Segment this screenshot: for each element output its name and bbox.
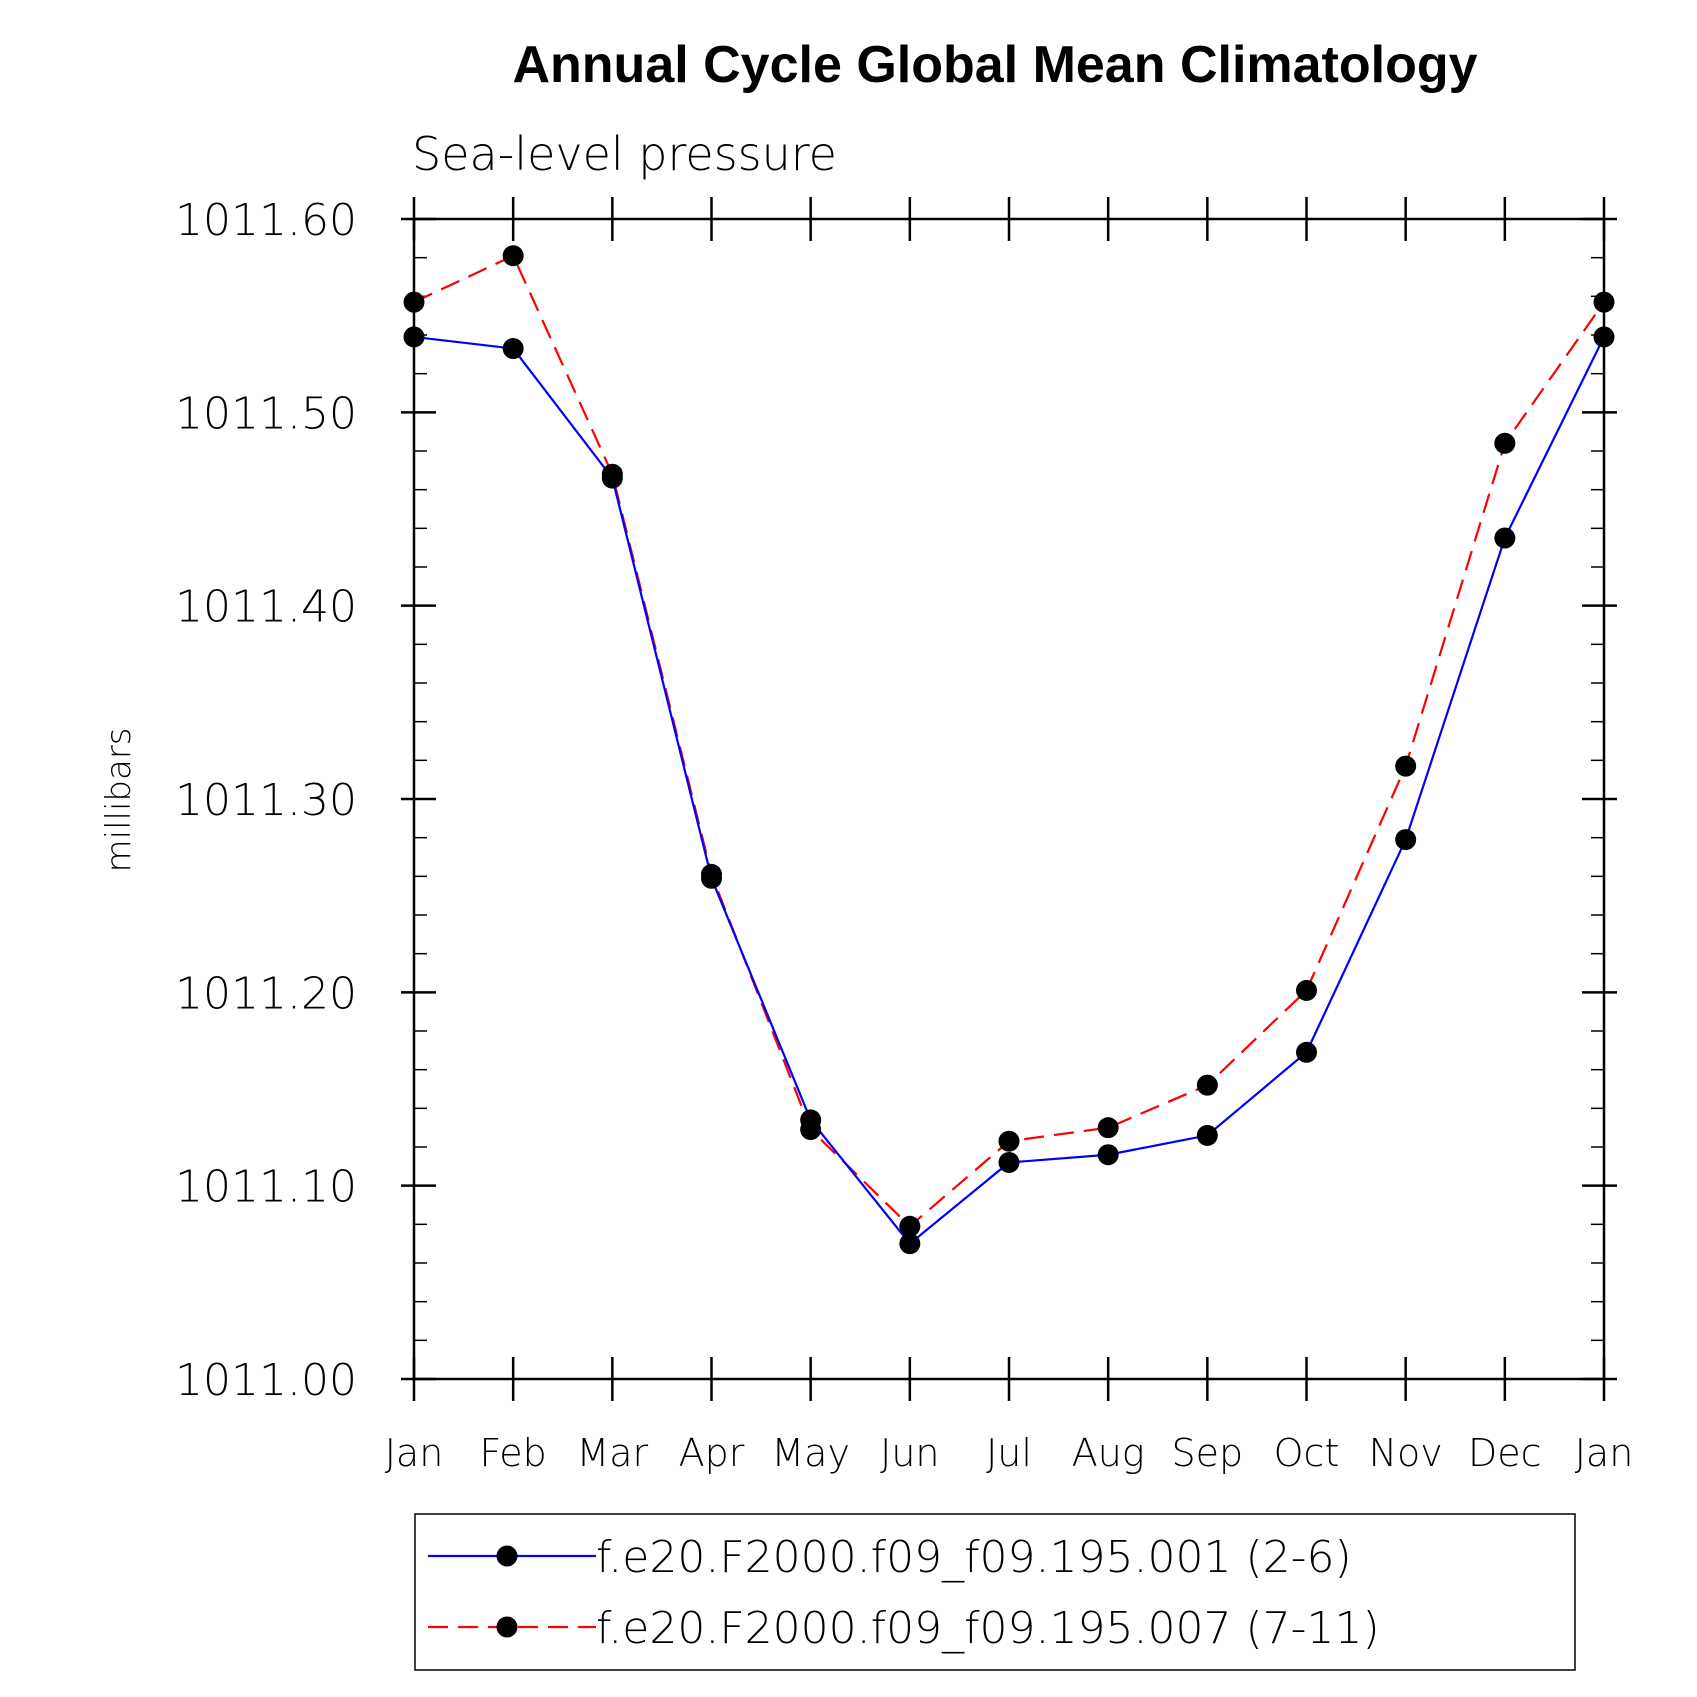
data-point-series-1 [1097, 1144, 1119, 1166]
plot-border [412, 217, 1606, 1381]
data-point-series-1 [998, 1151, 1020, 1173]
y-tick-label: 1011.30 [175, 775, 357, 826]
chart-subtitle: Sea-level pressure [412, 127, 837, 181]
x-tick-label: Apr [679, 1431, 745, 1475]
x-tick-label: May [771, 1431, 850, 1475]
x-tick-label: Jan [1575, 1431, 1634, 1475]
legend-label-1: f.e20.F2000.f09_f09.195.001 (2-6) [596, 1532, 1352, 1583]
y-tick-label: 1011.40 [175, 582, 357, 633]
data-point-series-1 [1395, 829, 1417, 851]
data-point-series-2 [1395, 755, 1417, 777]
y-tick-label: 1011.00 [175, 1355, 357, 1406]
legend: f.e20.F2000.f09_f09.195.001 (2-6) f.e20.F… [414, 1513, 1576, 1671]
series-line-1 [413, 335, 1605, 1246]
data-point-series-1 [1196, 1124, 1218, 1146]
data-point-series-2 [403, 291, 425, 313]
x-tick-label: Dec [1468, 1431, 1542, 1475]
x-tick-label: Jan [385, 1431, 444, 1475]
axis-ticks [401, 197, 1617, 1401]
y-tick-label: 1011.50 [175, 388, 357, 439]
y-axis-label: millibars [99, 727, 139, 872]
data-point-series-2 [1296, 979, 1317, 1001]
data-point-series-1 [899, 1233, 921, 1255]
x-tick-label: Sep [1172, 1431, 1244, 1475]
data-point-series-2 [899, 1215, 921, 1237]
x-tick-label: Jul [986, 1431, 1032, 1475]
legend-box [414, 1513, 1576, 1671]
data-point-series-2 [601, 463, 623, 485]
x-tick-label: Mar [576, 1431, 648, 1475]
data-point-series-2 [1097, 1117, 1119, 1139]
x-tick-labels: Jan Feb Mar Apr May Jun Jul Aug Sep Oct Nov Dec Jan [385, 1431, 1634, 1475]
legend-marker-2 [496, 1616, 518, 1638]
data-point-series-2 [701, 863, 722, 885]
x-tick-label: Jun [880, 1431, 939, 1475]
data-point-series-1 [1494, 527, 1516, 549]
x-tick-label: Nov [1369, 1431, 1443, 1475]
data-point-series-2 [800, 1119, 822, 1141]
data-point-series-2 [1196, 1074, 1218, 1096]
x-tick-label: Oct [1274, 1431, 1340, 1475]
chart-title: Annual Cycle Global Mean Climatology [512, 36, 1477, 94]
data-point-series-1 [403, 326, 425, 348]
legend-label-2: f.e20.F2000.f09_f09.195.007 (7-11) [596, 1603, 1380, 1654]
series-layer [403, 245, 1615, 1255]
data-point-series-2 [998, 1130, 1020, 1152]
x-tick-label: Aug [1072, 1431, 1145, 1475]
data-point-series-1 [502, 338, 524, 360]
y-tick-label: 1011.10 [175, 1162, 357, 1213]
data-point-series-2 [1593, 291, 1615, 313]
data-point-series-1 [1593, 326, 1615, 348]
data-point-series-1 [1296, 1041, 1317, 1063]
legend-marker-1 [496, 1545, 518, 1567]
plot-frame [412, 217, 1606, 1381]
x-tick-label: Feb [480, 1431, 547, 1475]
y-tick-labels: 1011.00 1011.10 1011.20 1011.30 1011.40 1011.… [175, 195, 357, 1406]
y-tick-label: 1011.60 [175, 195, 357, 246]
data-point-series-2 [1494, 432, 1516, 454]
y-tick-label: 1011.20 [175, 968, 357, 1019]
series-line-2 [413, 254, 1605, 1228]
data-point-series-2 [502, 245, 524, 267]
